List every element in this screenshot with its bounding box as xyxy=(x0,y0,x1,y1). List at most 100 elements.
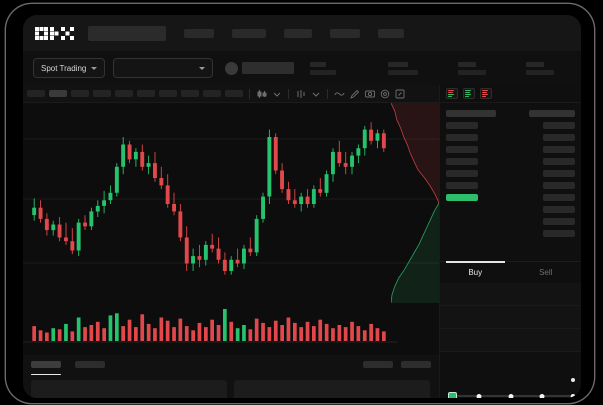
timeframe-btn-9[interactable] xyxy=(203,90,221,97)
timeframe-btn-6[interactable] xyxy=(137,90,155,97)
orderbook-amount-cell xyxy=(543,134,575,141)
table-row[interactable] xyxy=(446,181,575,190)
table-row[interactable] xyxy=(446,217,575,226)
order-form xyxy=(440,283,581,398)
timeframe-btn-10[interactable] xyxy=(225,90,243,97)
timeframe-btn-8[interactable] xyxy=(181,90,199,97)
orderbook-price-cell xyxy=(446,122,478,129)
timeframe-btn-7[interactable] xyxy=(159,90,177,97)
order-book-panel: Buy Sell xyxy=(439,85,581,398)
orders-content xyxy=(23,374,439,398)
market-header-bar: Spot Trading xyxy=(23,51,581,85)
slider-mark-75[interactable] xyxy=(539,393,545,398)
nav-item-4[interactable] xyxy=(330,28,360,38)
settings-icon[interactable] xyxy=(379,88,390,99)
slider-handle[interactable] xyxy=(448,391,457,398)
timeframe-btn-1[interactable] xyxy=(27,90,45,97)
timeframe-btn-3[interactable] xyxy=(71,90,89,97)
chart-canvas xyxy=(23,122,439,275)
orderbook-mode-bids[interactable] xyxy=(463,88,475,99)
toolbar-divider xyxy=(288,88,289,99)
table-row[interactable] xyxy=(446,205,575,214)
order-book-header xyxy=(440,85,581,103)
orderbook-mode-asks[interactable] xyxy=(480,88,492,99)
timeframe-btn-5[interactable] xyxy=(115,90,133,97)
order-book-rows[interactable] xyxy=(440,103,581,238)
volume-histogram xyxy=(23,303,439,355)
stat-change-24h xyxy=(388,61,419,75)
chevron-down-icon xyxy=(91,66,98,70)
trade-form-tabs: Buy Sell xyxy=(440,261,581,283)
nav-item-1[interactable] xyxy=(184,28,214,38)
tab-open-orders[interactable] xyxy=(31,361,61,375)
orderbook-amount-cell xyxy=(543,158,575,165)
table-row[interactable] xyxy=(446,145,575,154)
spot-trading-dropdown[interactable]: Spot Trading xyxy=(33,58,106,78)
chevron-down-icon[interactable] xyxy=(310,88,321,99)
orderbook-amount-cell xyxy=(543,194,575,201)
volume-canvas xyxy=(23,309,397,343)
orderbook-price-cell xyxy=(446,158,478,165)
orders-panel xyxy=(23,355,439,398)
bottom-action-2[interactable] xyxy=(401,361,431,368)
tab-order-history[interactable] xyxy=(75,361,105,368)
orderbook-amount-cell xyxy=(543,146,575,153)
slider-mark-100[interactable] xyxy=(570,393,576,398)
nav-item-2[interactable] xyxy=(232,28,266,38)
slider-mark-50[interactable] xyxy=(508,393,513,398)
percent-slider[interactable] xyxy=(448,391,576,398)
camera-icon[interactable] xyxy=(364,88,375,99)
order-total-field[interactable] xyxy=(440,329,581,352)
orderbook-mode-both[interactable] xyxy=(446,88,458,99)
table-row[interactable] xyxy=(446,229,575,238)
pencil-icon[interactable] xyxy=(349,88,360,99)
search-input[interactable] xyxy=(88,25,166,41)
indicator-icon[interactable] xyxy=(295,88,306,99)
orderbook-amount-cell xyxy=(543,170,575,177)
orderbook-price-cell xyxy=(446,110,496,117)
table-row[interactable] xyxy=(446,109,575,118)
candlestick-chart[interactable] xyxy=(23,103,439,303)
chart-toolbar xyxy=(23,85,439,103)
tab-buy[interactable]: Buy xyxy=(440,261,511,283)
table-row[interactable] xyxy=(446,169,575,178)
orderbook-amount-cell xyxy=(543,206,575,213)
slider-mark-25[interactable] xyxy=(476,393,482,398)
nav-item-5[interactable] xyxy=(378,28,404,38)
trading-pair-select[interactable] xyxy=(113,58,214,78)
nav-item-3[interactable] xyxy=(284,28,312,38)
okx-logo-icon[interactable] xyxy=(35,26,77,40)
stat-low-24h xyxy=(526,61,555,75)
candlestick-icon[interactable] xyxy=(256,88,267,99)
order-price-field[interactable] xyxy=(440,283,581,306)
chevron-down-icon[interactable] xyxy=(271,88,282,99)
timeframe-btn-4[interactable] xyxy=(93,90,111,97)
spot-trading-label: Spot Trading xyxy=(41,63,87,73)
wave-icon[interactable] xyxy=(334,88,345,99)
table-row[interactable] xyxy=(446,121,575,130)
table-row[interactable] xyxy=(446,133,575,142)
depth-chart xyxy=(391,103,439,303)
table-row[interactable] xyxy=(446,157,575,166)
chevron-down-icon xyxy=(199,66,206,70)
orders-tab-bar xyxy=(23,355,439,375)
timeframe-btn-2[interactable] xyxy=(49,90,67,97)
fullscreen-icon[interactable] xyxy=(394,88,405,99)
orderbook-amount-cell xyxy=(529,110,575,117)
orderbook-amount-cell xyxy=(543,122,575,129)
bottom-action-1[interactable] xyxy=(363,361,393,368)
toolbar-divider xyxy=(249,88,250,99)
pair-name xyxy=(242,62,295,74)
orderbook-amount-cell xyxy=(543,182,575,189)
device-frame: Spot Trading xyxy=(6,4,594,403)
bottom-card-left[interactable] xyxy=(31,380,227,398)
order-amount-field[interactable] xyxy=(440,306,581,329)
orderbook-price-cell xyxy=(446,182,478,189)
tab-sell[interactable]: Sell xyxy=(539,268,553,277)
stat-last-price xyxy=(310,61,337,75)
orderbook-price-cell xyxy=(446,134,478,141)
app-screen: Spot Trading xyxy=(23,15,581,398)
table-row[interactable] xyxy=(446,193,575,202)
stat-high-24h xyxy=(458,61,487,75)
bottom-card-right[interactable] xyxy=(234,380,430,398)
